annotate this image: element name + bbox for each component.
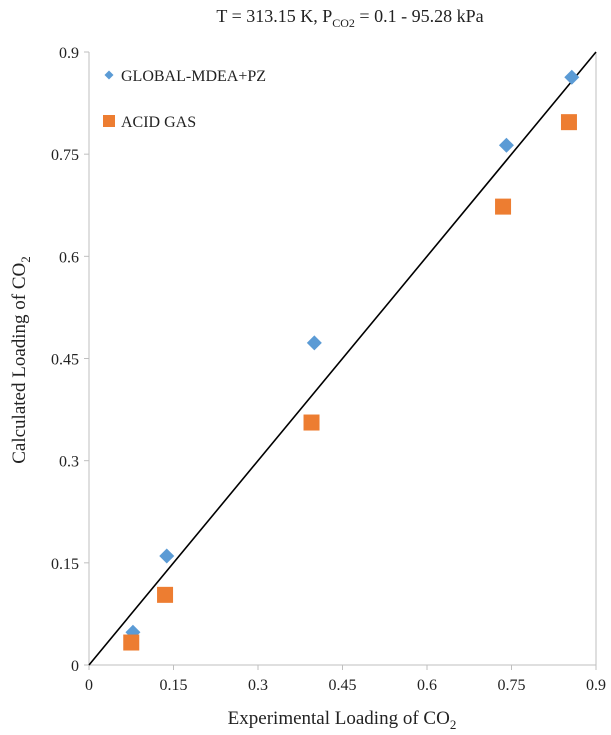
x-tick-label: 0.6 [417, 677, 437, 694]
diamond-data-point [498, 137, 514, 153]
y-tick-label: 0.9 [59, 45, 79, 62]
x-tick-label: 0.9 [586, 677, 606, 694]
square-data-point [495, 198, 512, 215]
x-tick-label: 0.3 [248, 677, 268, 694]
legend: GLOBAL-MDEA+PZ ACID GAS [103, 68, 266, 131]
axes: 0 0.15 0.3 0.45 0.6 0.75 0.9 0 0.15 0.3 0.45 0.6 0.7… [51, 45, 606, 694]
y-tick-label: 0.75 [51, 147, 79, 164]
x-tick-label: 0.45 [329, 677, 357, 694]
x-tick-label: 0.15 [160, 677, 188, 694]
y-tick-label: 0 [71, 658, 79, 675]
x-axis-title: Experimental Loading of CO2 [228, 708, 457, 732]
chart-title: T = 313.15 K, PCO2 = 0.1 - 95.28 kPa [216, 6, 483, 30]
points-layer [123, 69, 580, 651]
diamond-data-point [306, 335, 322, 351]
y-tick-label: 0.15 [51, 556, 79, 573]
y-tick-label: 0.45 [51, 352, 79, 369]
reference-line-layer [88, 51, 597, 666]
y-tick-label: 0.6 [59, 249, 79, 266]
diamond-data-point [564, 69, 580, 85]
series-acid-gas [123, 114, 577, 651]
diamond-data-point [159, 548, 175, 564]
parity-line [88, 51, 597, 666]
legend-label: GLOBAL-MDEA+PZ [121, 68, 266, 85]
legend-label: ACID GAS [121, 114, 196, 131]
x-tick-label: 0 [85, 677, 93, 694]
x-tick-label: 0.75 [498, 677, 526, 694]
y-tick-label: 0.3 [59, 454, 79, 471]
square-data-point [560, 114, 577, 131]
square-data-point [123, 634, 140, 651]
legend-diamond-swatch [104, 70, 114, 80]
square-data-point [157, 586, 174, 603]
y-axis-title: Calculated Loading of CO2 [9, 256, 33, 464]
square-data-point [303, 414, 320, 431]
legend-square-swatch [103, 115, 115, 127]
